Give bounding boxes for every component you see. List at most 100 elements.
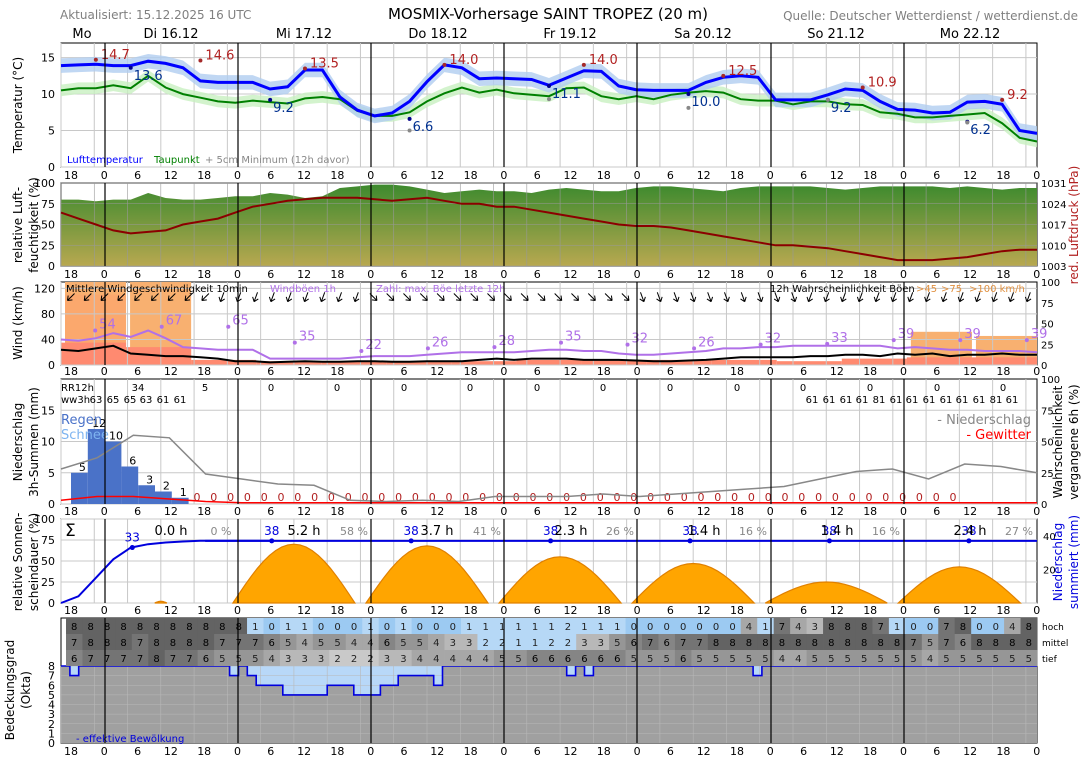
cloud-cell [806, 634, 824, 650]
precipitation-zero-label: 0 [731, 491, 738, 504]
y-tick-label: 50 [41, 219, 55, 232]
daily-sun-hours: 2.3 h [554, 524, 587, 539]
x-tick-label: 0 [900, 365, 907, 378]
y-tick-label: 1 [48, 727, 55, 740]
y2-tick-label: 100 [1041, 375, 1060, 386]
precipitation-sum-dot [129, 545, 135, 551]
x-tick-label: 18 [330, 745, 344, 758]
x-tick-label: 18 [64, 604, 78, 617]
x-tick-label: 18 [64, 505, 78, 518]
cloud-cell-value: 8 [1009, 638, 1015, 649]
cloud-cell [576, 618, 594, 634]
precipitation-value-label: 10 [109, 430, 123, 443]
cloud-cell-value: 5 [219, 654, 225, 665]
daily-sun-percent: 16 % [872, 525, 900, 538]
x-tick-label: 6 [933, 365, 940, 378]
ww3h-value: 65 [124, 395, 137, 406]
min-temp-label: 6.6 [413, 120, 434, 135]
wind-direction-arrow [604, 293, 613, 302]
x-tick-label: 18 [996, 505, 1010, 518]
wind-direction-arrow [656, 292, 663, 303]
cloud-cell-value: 6 [598, 654, 604, 665]
x-tick-label: 18 [597, 365, 611, 378]
y-tick-label: 15 [41, 52, 55, 65]
wind-direction-arrow [453, 293, 462, 302]
arrow-shape [639, 292, 646, 303]
wind-direction-arrow [907, 292, 914, 303]
cloud-cell-value: 5 [236, 654, 242, 665]
x-tick-label: 12 [963, 505, 977, 518]
cloud-cell-value: 3 [301, 654, 307, 665]
x-tick-label: 12 [963, 169, 977, 182]
cloud-cell-value: 4 [1009, 622, 1015, 633]
min-temp-dot [268, 97, 273, 102]
cloud-cell [230, 634, 248, 650]
clear-sky-segment [229, 666, 239, 676]
cloud-cell [576, 634, 594, 650]
arrow-shape [991, 292, 998, 303]
cloud-cell-value: 6 [548, 654, 554, 665]
y-tick-label: 0 [48, 737, 55, 750]
x-tick-label: 6 [667, 169, 674, 182]
cloud-cell-value: 7 [877, 622, 883, 633]
arrow-shape [656, 292, 663, 303]
x-tick-label: 6 [534, 365, 541, 378]
wind-fill-bar [191, 359, 257, 365]
cloud-cell [839, 634, 857, 650]
gust-max-dot [292, 340, 297, 345]
gust-max-label: 39 [1031, 327, 1048, 342]
wind-direction-arrow [436, 293, 445, 302]
cloud-cell-value: 5 [927, 638, 933, 649]
cloud-cell [214, 650, 231, 666]
cloud-cell [66, 650, 83, 666]
x-tick-label: 12 [297, 505, 311, 518]
cloud-cell [823, 618, 840, 634]
ww3h-value: 65 [107, 395, 120, 406]
cloud-cell [576, 650, 594, 666]
wind-direction-arrow [117, 293, 126, 302]
precipitation-zero-label: 0 [714, 491, 721, 504]
arrow-shape [706, 292, 714, 303]
x-tick-label: 6 [267, 745, 274, 758]
max-temp-label: 14.6 [205, 49, 234, 64]
legend-thunder: - Gewitter [966, 428, 1031, 443]
cloud-cell-value: 8 [170, 622, 176, 633]
cloud-cell-value: 7 [219, 638, 225, 649]
ww3h-value: 63 [90, 395, 103, 406]
cloud-cell [921, 634, 939, 650]
cloud-cell [707, 618, 725, 634]
y-axis-label: 3h-Summen (mm) [27, 387, 41, 497]
cloud-cell-value: 8 [1026, 622, 1032, 633]
gust-line [60, 329, 1038, 360]
x-tick-label: 6 [534, 268, 541, 281]
cloud-cell-value: 0 [433, 622, 439, 633]
x-tick-label: 18 [730, 169, 744, 182]
x-tick-label: 18 [996, 604, 1010, 617]
x-tick-label: 6 [134, 268, 141, 281]
cloud-cell [477, 650, 495, 666]
wind-direction-arrow [352, 292, 360, 303]
ground-min-dot [686, 105, 691, 110]
cloud-cell-value: 5 [400, 638, 406, 649]
cloud-cell [526, 650, 544, 666]
max-temp-dot [93, 57, 98, 62]
cloud-cell [543, 618, 561, 634]
cloud-cell [98, 634, 116, 650]
day-label: Mo [72, 27, 91, 42]
cloud-cell-value: 8 [203, 622, 209, 633]
y2-tick-label: 20 [1043, 565, 1056, 576]
cloud-cell [411, 618, 429, 634]
cloud-cell-value: 3 [285, 654, 291, 665]
wind-direction-arrow [487, 293, 496, 302]
sunshine-area [154, 600, 168, 604]
cloud-cell [658, 650, 676, 666]
arrow-shape [940, 292, 948, 303]
legend-gt75: >75 [941, 284, 962, 295]
cloud-cell-value: 4 [433, 654, 439, 665]
cloud-cell [642, 634, 659, 650]
x-tick-label: 0 [767, 365, 774, 378]
x-tick-label: 12 [830, 268, 844, 281]
rr12h-value: 0 [934, 383, 940, 394]
cloud-cell [345, 618, 363, 634]
x-tick-label: 0 [367, 169, 374, 182]
